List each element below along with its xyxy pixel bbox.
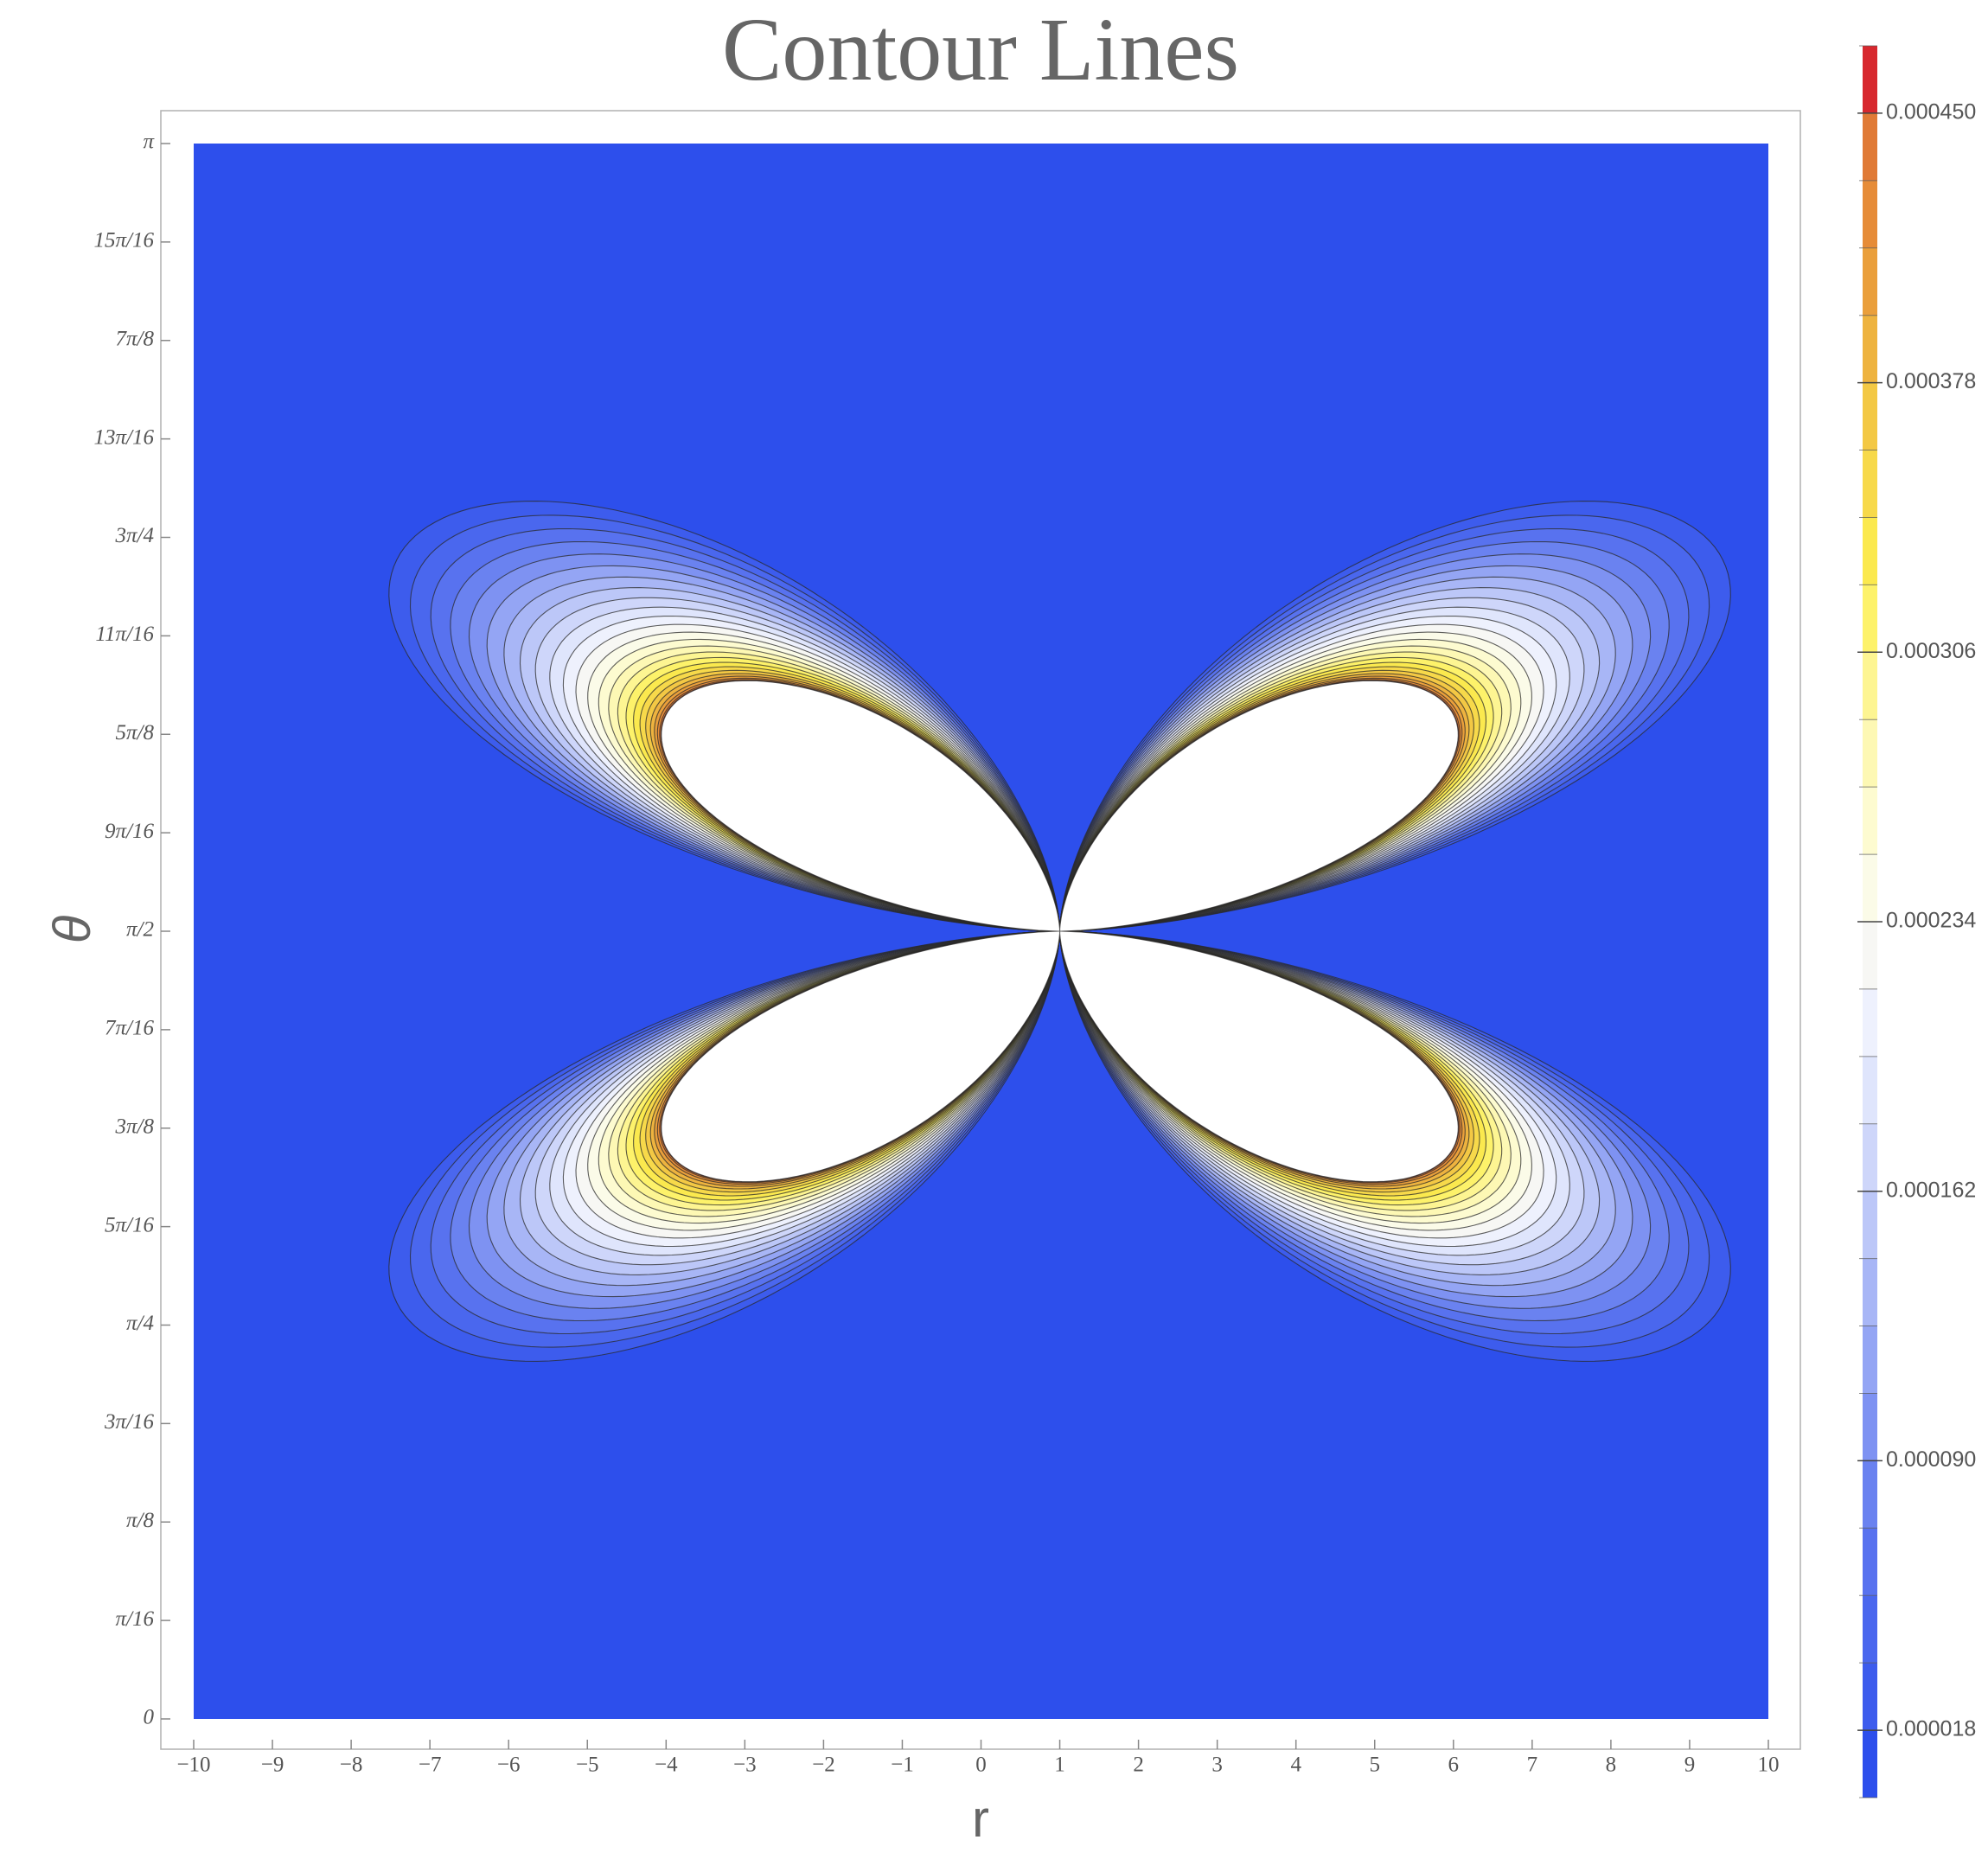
y-tick-label: π [143, 131, 155, 154]
x-tick-label: −3 [733, 1754, 757, 1777]
x-tick-label: 0 [975, 1754, 987, 1777]
y-tick-label: π/8 [126, 1509, 154, 1532]
colorbar-band [1863, 1123, 1877, 1191]
colorbar-band [1863, 1056, 1877, 1124]
colorbar-tick-label: 0.000162 [1886, 1178, 1976, 1202]
colorbar-band [1863, 585, 1877, 653]
x-tick-label: −9 [261, 1754, 284, 1777]
x-tick-label: −4 [655, 1754, 678, 1777]
colorbar-band [1863, 1393, 1877, 1461]
colorbar-band [1863, 1191, 1877, 1259]
colorbar-band [1863, 112, 1877, 181]
y-axis-label: θ [43, 915, 101, 943]
colorbar-band [1863, 180, 1877, 248]
colorbar-tick-label: 0.000234 [1886, 909, 1976, 933]
contour-line [661, 680, 1459, 1183]
x-tick-label: 3 [1211, 1754, 1223, 1777]
y-tick-label: 3π/16 [104, 1410, 154, 1434]
contour-band [194, 144, 1768, 1719]
y-tick-label: π/16 [116, 1607, 155, 1631]
y-tick-label: 3π/4 [115, 524, 154, 547]
colorbar-band [1863, 652, 1877, 720]
colorbar-band [1863, 1595, 1877, 1664]
x-tick-label: 7 [1527, 1754, 1538, 1777]
y-tick-label: 9π/16 [105, 820, 154, 843]
x-tick-label: −5 [576, 1754, 599, 1777]
x-tick-label: −1 [891, 1754, 914, 1777]
x-tick-label: 2 [1133, 1754, 1144, 1777]
y-tick-label: 5π/8 [116, 721, 155, 744]
colorbar-band [1863, 988, 1877, 1057]
colorbar-band [1863, 787, 1877, 855]
colorbar-band [1863, 1663, 1877, 1731]
x-axis-label: r [972, 1790, 989, 1848]
colorbar-band [1863, 315, 1877, 383]
x-tick-label: −6 [497, 1754, 521, 1777]
x-tick-label: 1 [1054, 1754, 1065, 1777]
y-tick-label: 7π/8 [116, 327, 155, 350]
y-tick-label: 15π/16 [94, 229, 155, 252]
colorbar-tick-label: 0.000450 [1886, 100, 1976, 125]
colorbar-band [1863, 1258, 1877, 1326]
x-tick-label: 9 [1684, 1754, 1696, 1777]
x-tick-label: −8 [340, 1754, 363, 1777]
y-tick-label: 7π/16 [105, 1017, 154, 1040]
colorbar-tick-label: 0.000018 [1886, 1717, 1976, 1741]
y-tick-label: π/2 [126, 918, 154, 942]
colorbar-tick-label: 0.000306 [1886, 639, 1976, 663]
x-tick-label: −7 [419, 1754, 442, 1777]
y-tick-label: 13π/16 [94, 425, 155, 449]
colorbar-band [1863, 1460, 1877, 1529]
colorbar-band [1863, 247, 1877, 316]
colorbar-band [1863, 719, 1877, 788]
x-tick-label: 6 [1448, 1754, 1460, 1777]
y-tick-label: 11π/16 [95, 623, 154, 646]
y-tick-label: 3π/8 [115, 1115, 155, 1138]
y-tick-label: 5π/16 [105, 1213, 154, 1236]
colorbar-tick-label: 0.000378 [1886, 369, 1976, 393]
x-tick-label: 4 [1290, 1754, 1301, 1777]
y-tick-label: π/4 [126, 1312, 154, 1335]
colorbar-band [1863, 517, 1877, 585]
colorbar-tick-label: 0.000090 [1886, 1447, 1976, 1472]
x-tick-label: −10 [176, 1754, 210, 1777]
colorbar-band [1863, 1528, 1877, 1596]
colorbar-band [1863, 450, 1877, 518]
x-tick-label: 10 [1758, 1754, 1780, 1777]
y-tick-label: 0 [144, 1706, 155, 1729]
x-tick-label: 5 [1370, 1754, 1381, 1777]
colorbar-band [1863, 46, 1877, 113]
contour-field [194, 144, 1768, 1719]
colorbar-band [1863, 382, 1877, 450]
colorbar-band [1863, 854, 1877, 922]
colorbar-band [1863, 1730, 1877, 1798]
x-tick-label: 8 [1606, 1754, 1617, 1777]
colorbar-band [1863, 922, 1877, 989]
chart-title: Contour Lines [722, 0, 1239, 99]
colorbar-band [1863, 1326, 1877, 1394]
x-tick-label: −2 [812, 1754, 835, 1777]
